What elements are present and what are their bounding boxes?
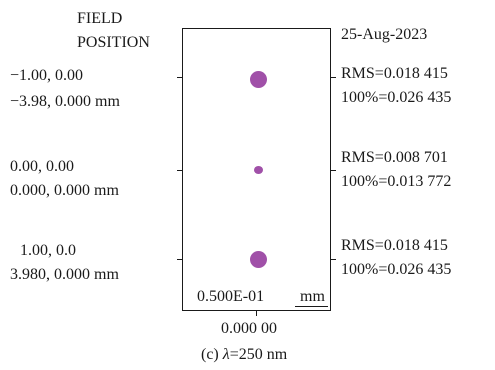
- field-1-left-tick: [177, 77, 183, 79]
- scale-unit: mm: [300, 288, 325, 305]
- field-3-rms: RMS=0.018 415: [341, 237, 448, 254]
- field-position-label-line2: POSITION: [77, 34, 150, 51]
- field-3-100pct: 100%=0.026 435: [341, 261, 452, 278]
- figure-caption: (c) λ=250 nm: [201, 345, 287, 365]
- field-2-position: 0.00, 0.00: [10, 158, 74, 175]
- field-2-spot: [254, 166, 263, 174]
- bottom-center-tick: [256, 311, 258, 316]
- defocus-value: 0.000 00: [221, 320, 277, 337]
- field-1-image-height: −3.98, 0.000 mm: [10, 93, 120, 110]
- field-3-right-tick: [330, 259, 336, 261]
- field-3-spot: [250, 251, 267, 268]
- field-3-position: 1.00, 0.0: [20, 242, 76, 259]
- scale-bar: [295, 306, 328, 308]
- caption-prefix: (c): [201, 346, 223, 363]
- field-2-image-height: 0.000, 0.000 mm: [10, 182, 119, 199]
- field-1-spot: [250, 71, 267, 88]
- field-3-image-height: 3.980, 0.000 mm: [10, 266, 119, 283]
- field-position-label-line1: FIELD: [77, 10, 123, 27]
- field-3-left-tick: [177, 259, 183, 261]
- field-1-right-tick: [330, 77, 336, 79]
- field-2-left-tick: [177, 170, 183, 172]
- caption-suffix: =250 nm: [229, 346, 288, 363]
- field-2-right-tick: [330, 170, 336, 172]
- field-2-100pct: 100%=0.013 772: [341, 173, 452, 190]
- date-label: 25-Aug-2023: [341, 26, 428, 43]
- field-1-position: −1.00, 0.00: [10, 67, 84, 84]
- field-1-rms: RMS=0.018 415: [341, 65, 448, 82]
- scale-value: 0.500E-01: [197, 288, 265, 305]
- field-2-rms: RMS=0.008 701: [341, 149, 448, 166]
- caption-lambda: λ: [222, 346, 230, 363]
- spot-diagram-frame: [182, 28, 331, 311]
- field-1-100pct: 100%=0.026 435: [341, 89, 452, 106]
